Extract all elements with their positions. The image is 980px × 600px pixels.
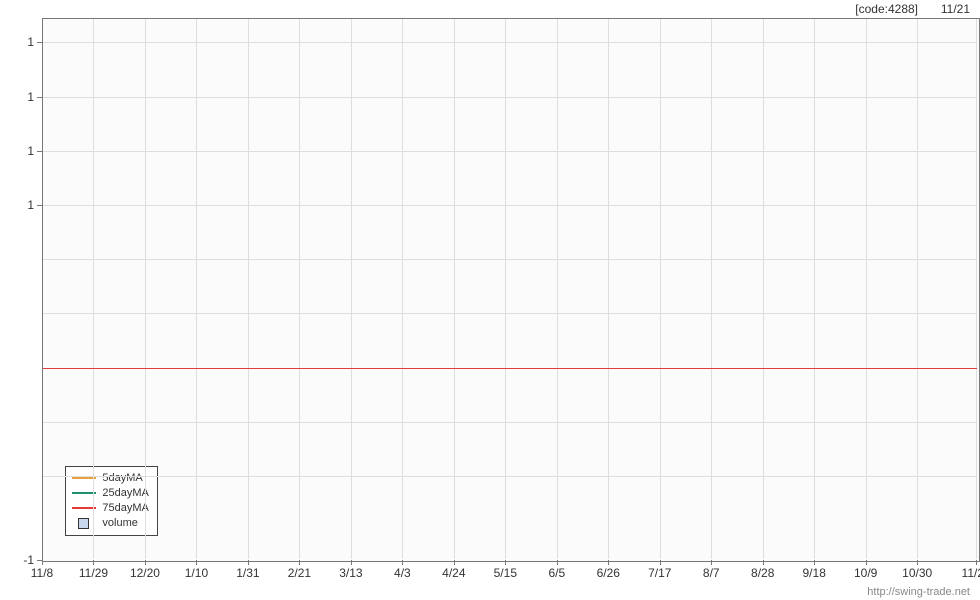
grid-line-vertical [248,19,249,559]
legend-label: volume [102,517,137,529]
x-tick-mark [976,560,977,565]
x-tick-label: 9/18 [803,566,826,580]
x-tick-mark [402,560,403,565]
legend-label: 25dayMA [102,487,148,499]
legend-item-5dayMA: 5dayMA [72,471,148,486]
grid-line-horizontal [43,151,977,152]
x-tick-mark [248,560,249,565]
y-tick-label: 1 [27,198,34,212]
grid-line-vertical [711,19,712,559]
x-tick-label: 12/20 [130,566,160,580]
x-tick-label: 2/21 [288,566,311,580]
x-tick-mark [866,560,867,565]
grid-line-vertical [976,19,977,559]
x-tick-label: 4/24 [442,566,465,580]
x-tick-mark [505,560,506,565]
y-tick-mark [37,97,42,98]
grid-line-vertical [608,19,609,559]
grid-line-vertical [196,19,197,559]
x-tick-label: 8/7 [703,566,720,580]
x-tick-label: 10/30 [902,566,932,580]
grid-line-horizontal [43,313,977,314]
x-tick-mark [351,560,352,565]
y-tick-label: -1 [23,553,34,567]
y-tick-mark [37,205,42,206]
grid-line-vertical [763,19,764,559]
x-tick-label: 4/3 [394,566,411,580]
legend-label: 5dayMA [102,472,142,484]
x-tick-label: 8/28 [751,566,774,580]
x-tick-mark [299,560,300,565]
x-tick-mark [557,560,558,565]
x-tick-label: 11/29 [79,566,108,580]
grid-line-vertical [505,19,506,559]
x-tick-mark [660,560,661,565]
x-tick-mark [763,560,764,565]
plot-area [42,18,980,562]
x-tick-label: 1/31 [236,566,259,580]
grid-line-vertical [402,19,403,559]
grid-line-vertical [299,19,300,559]
y-tick-label: 1 [27,90,34,104]
grid-line-horizontal [43,205,977,206]
grid-line-vertical [557,19,558,559]
x-tick-mark [917,560,918,565]
grid-line-horizontal [43,259,977,260]
y-tick-label: 1 [27,144,34,158]
grid-line-vertical [93,19,94,559]
grid-line-horizontal [43,422,977,423]
header-date: 11/21 [941,2,970,16]
x-tick-label: 7/17 [648,566,671,580]
x-tick-mark [608,560,609,565]
x-tick-mark [711,560,712,565]
grid-line-horizontal [43,476,977,477]
x-tick-label: 1/10 [185,566,208,580]
x-tick-label: 5/15 [494,566,517,580]
grid-line-vertical [866,19,867,559]
grid-line-vertical [145,19,146,559]
code-label: [code:4288] [855,2,918,16]
legend-item-25dayMA: 25dayMA [72,486,148,501]
grid-line-vertical [454,19,455,559]
y-tick-label: 1 [27,35,34,49]
series-75dayMA [43,368,977,369]
x-tick-label: 11/8 [31,566,53,580]
grid-line-horizontal [43,97,977,98]
x-tick-mark [145,560,146,565]
x-tick-label: 10/9 [854,566,877,580]
x-tick-mark [814,560,815,565]
x-tick-label: 6/26 [597,566,620,580]
y-tick-mark [37,151,42,152]
grid-line-vertical [351,19,352,559]
x-tick-mark [93,560,94,565]
x-tick-mark [42,560,43,565]
legend-swatch-box [78,518,89,529]
x-tick-mark [454,560,455,565]
x-tick-label: 11/20 [962,566,980,580]
x-tick-label: 6/5 [548,566,565,580]
chart-container: [code:4288] 11/21 -1 1 1 1 1 11/8 11/29 12/20 1… [0,0,980,600]
grid-line-vertical [814,19,815,559]
legend-item-volume: volume [72,516,148,531]
legend-item-75dayMA: 75dayMA [72,501,148,516]
y-tick-mark [37,42,42,43]
x-tick-mark [196,560,197,565]
source-url: http://swing-trade.net [867,586,970,598]
x-tick-label: 3/13 [339,566,362,580]
grid-line-vertical [917,19,918,559]
grid-line-horizontal [43,42,977,43]
legend-label: 75dayMA [102,502,148,514]
grid-line-vertical [660,19,661,559]
